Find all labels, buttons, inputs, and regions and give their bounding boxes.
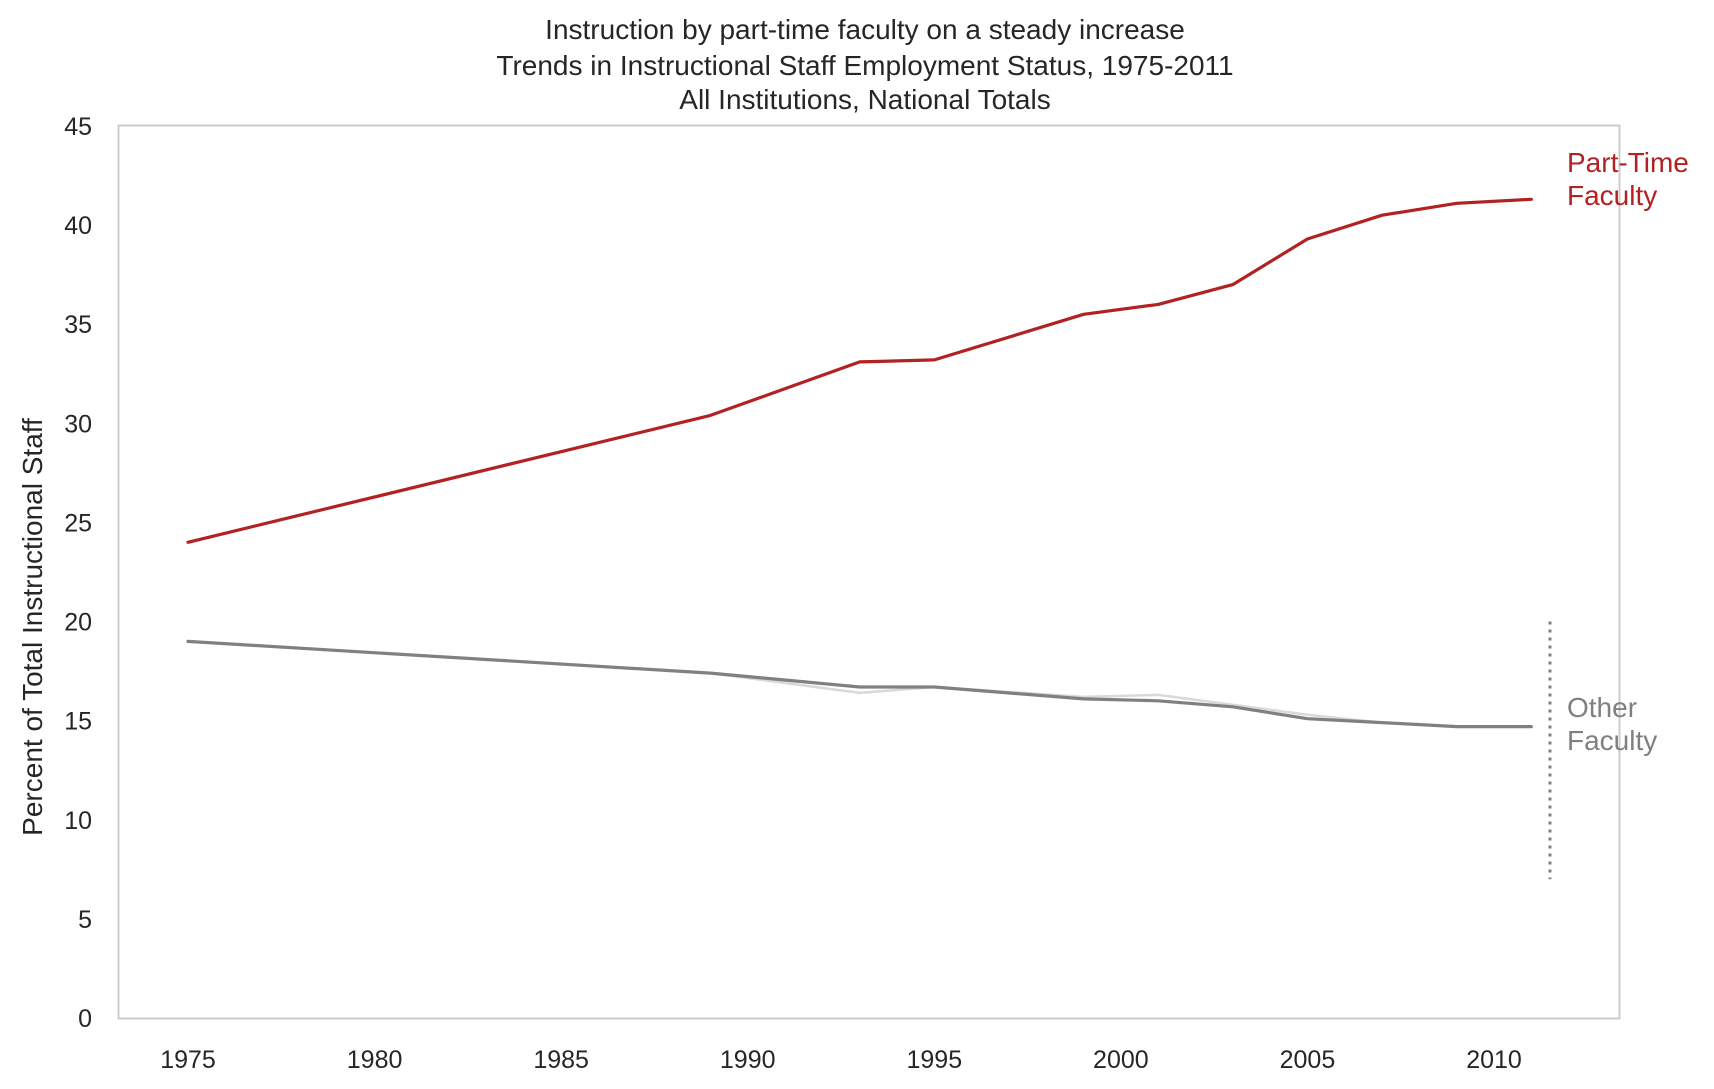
x-tick-label: 2010: [1466, 1046, 1522, 1074]
x-tick-label: 1985: [533, 1046, 589, 1074]
x-tick-label: 1990: [720, 1046, 776, 1074]
plot-area-frame: [117, 124, 1621, 1020]
other-faculty-label: Other Faculty: [1567, 692, 1657, 756]
other-faculty-label-line-1: Other: [1567, 692, 1637, 723]
other-faculty-series-line: [186, 639, 1533, 729]
x-tick-label: 2005: [1280, 1046, 1336, 1074]
y-tick-label: 20: [64, 609, 92, 637]
chart-title-line-2: Trends in Instructional Staff Employment…: [496, 50, 1233, 81]
y-tick-label: 40: [64, 212, 92, 240]
x-tick-label: 2000: [1093, 1046, 1149, 1074]
part-time-series-line: [186, 197, 1533, 544]
chart-title: Instruction by part-time faculty on a st…: [496, 14, 1233, 115]
x-tick-label: 1980: [347, 1046, 403, 1074]
part-time-label-line-2: Faculty: [1567, 180, 1657, 211]
y-tick-label: 15: [64, 708, 92, 736]
y-tick-label: 0: [78, 1005, 92, 1033]
y-axis-ticks: 0 5 10 15 20 25 30 35 40 45: [64, 113, 92, 1033]
part-time-label-line-1: Part-Time: [1567, 147, 1689, 178]
x-tick-label: 1995: [906, 1046, 962, 1074]
x-tick-label: 1975: [160, 1046, 216, 1074]
y-axis-label: Percent of Total Instructional Staff: [17, 418, 48, 836]
y-tick-label: 35: [64, 311, 92, 339]
series-lines: [186, 197, 1533, 729]
y-tick-label: 30: [64, 410, 92, 438]
x-axis-ticks: 1975 1980 1985 1990 1995 2000 2005 2010: [160, 1046, 1522, 1074]
chart-title-line-3: All Institutions, National Totals: [679, 84, 1050, 115]
y-tick-label: 45: [64, 113, 92, 141]
y-tick-label: 25: [64, 509, 92, 537]
y-tick-label: 10: [64, 807, 92, 835]
y-tick-label: 5: [78, 906, 92, 934]
part-time-faculty-label: Part-Time Faculty: [1567, 147, 1689, 211]
other-faculty-label-line-2: Faculty: [1567, 725, 1657, 756]
chart-title-line-1: Instruction by part-time faculty on a st…: [545, 14, 1185, 45]
